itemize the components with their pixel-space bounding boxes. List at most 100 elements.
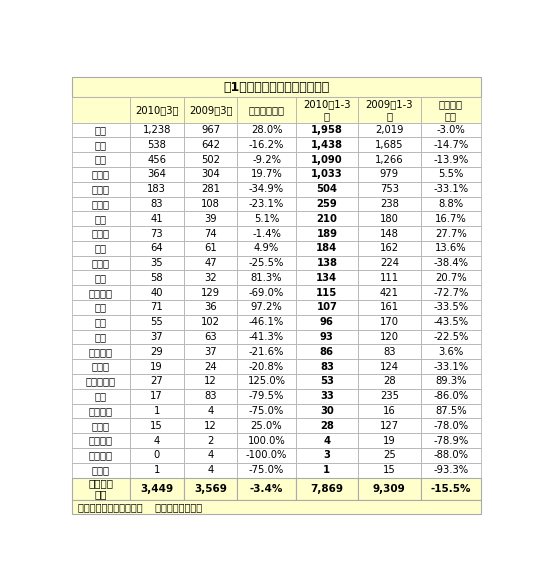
Text: 17: 17 — [150, 391, 163, 401]
Text: 29: 29 — [150, 347, 163, 357]
Bar — [184, 226, 238, 241]
Bar — [295, 123, 358, 137]
Bar — [238, 182, 295, 197]
Bar — [72, 98, 130, 123]
Bar — [184, 197, 238, 211]
Text: 96: 96 — [320, 317, 334, 327]
Text: 12: 12 — [204, 421, 217, 431]
Text: 83: 83 — [204, 391, 217, 401]
Bar — [130, 345, 184, 359]
Text: 189: 189 — [316, 228, 337, 238]
Bar — [358, 167, 420, 182]
Text: 456: 456 — [147, 155, 166, 165]
Text: 19: 19 — [150, 361, 163, 371]
Bar — [238, 123, 295, 137]
Bar — [295, 448, 358, 463]
Bar — [358, 98, 420, 123]
Bar — [295, 345, 358, 359]
Bar — [295, 404, 358, 418]
Text: 3,569: 3,569 — [194, 484, 227, 494]
Text: 卢森堡: 卢森堡 — [92, 361, 109, 371]
Text: 184: 184 — [316, 244, 337, 253]
Bar — [130, 315, 184, 329]
Bar — [130, 478, 184, 500]
Text: -69.0%: -69.0% — [249, 288, 284, 298]
Bar — [130, 182, 184, 197]
Text: 比利时: 比利时 — [92, 199, 109, 209]
Text: 58: 58 — [150, 273, 163, 283]
Bar — [130, 256, 184, 270]
Bar — [295, 463, 358, 478]
Bar — [420, 241, 481, 256]
Bar — [420, 404, 481, 418]
Bar — [238, 226, 295, 241]
Bar — [420, 359, 481, 374]
Bar — [238, 374, 295, 389]
Text: 64: 64 — [150, 244, 163, 253]
Bar — [184, 463, 238, 478]
Text: -21.6%: -21.6% — [249, 347, 284, 357]
Text: 0: 0 — [154, 450, 160, 460]
Bar — [72, 315, 130, 329]
Text: 74: 74 — [204, 228, 217, 238]
Text: 9,309: 9,309 — [373, 484, 406, 494]
Bar — [184, 448, 238, 463]
Text: 2009年3月: 2009年3月 — [189, 105, 232, 115]
Bar — [295, 433, 358, 448]
Bar — [130, 98, 184, 123]
Bar — [420, 152, 481, 167]
Bar — [184, 433, 238, 448]
Bar — [238, 98, 295, 123]
Bar — [72, 241, 130, 256]
Text: 2010年3月: 2010年3月 — [135, 105, 178, 115]
Bar — [238, 315, 295, 329]
Bar — [358, 152, 420, 167]
Bar — [238, 197, 295, 211]
Bar — [238, 404, 295, 418]
Bar — [295, 374, 358, 389]
Bar — [358, 300, 420, 315]
Text: 保加利亚: 保加利亚 — [88, 406, 113, 416]
Text: 753: 753 — [380, 184, 399, 194]
Text: 丹麦: 丹麦 — [95, 303, 107, 312]
Text: 83: 83 — [383, 347, 396, 357]
Text: 西班牙: 西班牙 — [92, 184, 109, 194]
Text: 224: 224 — [380, 258, 399, 268]
Text: 爱尔兰: 爱尔兰 — [92, 421, 109, 431]
Text: 210: 210 — [316, 214, 337, 224]
Text: 235: 235 — [380, 391, 399, 401]
Text: 41: 41 — [150, 214, 163, 224]
Text: 642: 642 — [201, 140, 220, 150]
Bar — [238, 300, 295, 315]
Bar — [184, 167, 238, 182]
Bar — [358, 211, 420, 226]
Bar — [295, 329, 358, 345]
Bar — [358, 123, 420, 137]
Bar — [72, 285, 130, 300]
Text: 504: 504 — [316, 184, 337, 194]
Bar — [358, 285, 420, 300]
Text: 25: 25 — [383, 450, 396, 460]
Bar — [238, 463, 295, 478]
Text: -1.4%: -1.4% — [252, 228, 281, 238]
Text: 161: 161 — [380, 303, 399, 312]
Bar — [130, 418, 184, 433]
Bar — [238, 152, 295, 167]
Bar — [420, 300, 481, 315]
Bar — [358, 315, 420, 329]
Bar — [238, 448, 295, 463]
Text: 364: 364 — [147, 169, 166, 179]
Bar — [238, 285, 295, 300]
Bar — [358, 433, 420, 448]
Text: -100.0%: -100.0% — [246, 450, 287, 460]
Bar — [295, 226, 358, 241]
Bar — [184, 418, 238, 433]
Text: 39: 39 — [204, 214, 217, 224]
Bar — [358, 345, 420, 359]
Bar — [358, 226, 420, 241]
Text: -43.5%: -43.5% — [433, 317, 468, 327]
Bar — [295, 389, 358, 404]
Text: -14.7%: -14.7% — [433, 140, 468, 150]
Bar — [420, 463, 481, 478]
Text: 4.9%: 4.9% — [254, 244, 279, 253]
